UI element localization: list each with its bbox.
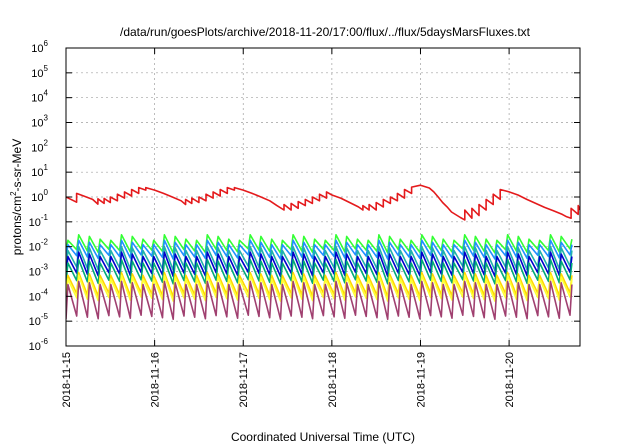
x-tick-label: 2018-11-17 xyxy=(238,352,250,407)
y-tick-label: 100 xyxy=(31,188,48,204)
x-axis-ticks: 2018-11-15 2018-11-16 2018-11-17 2018-11-18… xyxy=(61,48,516,407)
series-line-5 xyxy=(66,251,573,278)
y-tick-label: 10-3 xyxy=(29,263,49,279)
x-axis-label: Coordinated Universal Time (UTC) xyxy=(231,430,415,444)
series-line-3 xyxy=(66,239,573,260)
y-tick-label: 10-2 xyxy=(29,238,49,254)
y-tick-label: 103 xyxy=(31,114,48,130)
x-tick-label: 2018-11-18 xyxy=(327,352,339,407)
y-tick-label: 101 xyxy=(31,163,48,179)
series-layer xyxy=(66,184,580,320)
chart-title: /data/run/goesPlots/archive/2018-11-20/1… xyxy=(120,25,531,39)
series-line-4 xyxy=(66,245,573,272)
series-line-2 xyxy=(66,234,573,254)
series-line-9 xyxy=(66,280,573,320)
x-tick-label: 2018-11-16 xyxy=(150,352,162,407)
series-line-7 xyxy=(66,271,573,298)
y-tick-label: 10-1 xyxy=(29,213,49,229)
y-tick-label: 106 xyxy=(31,39,48,55)
y-tick-label: 10-4 xyxy=(29,287,49,303)
y-tick-label: 104 xyxy=(31,89,48,105)
y-axis-ticks: 10-6 10-5 10-4 10-3 10-2 10-1 100 101 102 103 104 1… xyxy=(29,39,580,353)
x-tick-label: 2018-11-19 xyxy=(415,352,427,407)
x-tick-label: 2018-11-20 xyxy=(504,352,516,407)
y-axis-label: protons/cm2-s-sr-MeV xyxy=(9,139,24,255)
series-line-8 xyxy=(66,274,573,302)
y-tick-label: 105 xyxy=(31,64,48,80)
series-line-6 xyxy=(66,258,573,285)
y-tick-label: 10-6 xyxy=(29,337,49,353)
series-line-1 xyxy=(66,184,580,221)
x-tick-label: 2018-11-15 xyxy=(61,352,73,407)
y-tick-label: 102 xyxy=(31,138,48,154)
y-tick-label: 10-5 xyxy=(29,312,49,328)
